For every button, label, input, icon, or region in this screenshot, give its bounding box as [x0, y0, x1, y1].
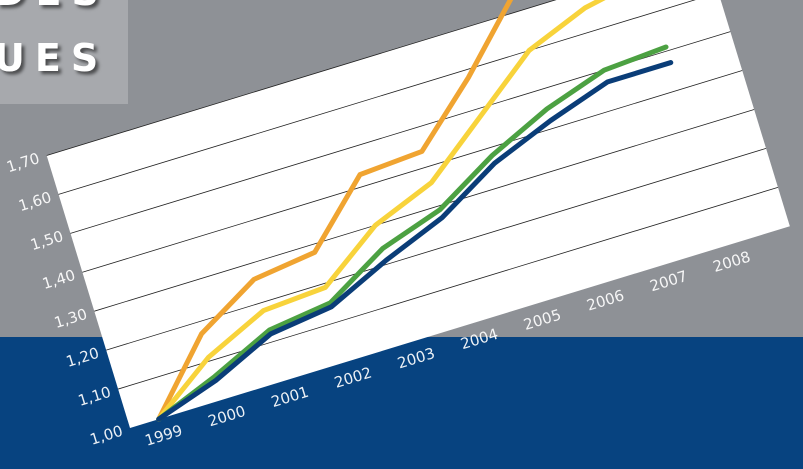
x-tick-label: 2004	[458, 325, 500, 353]
y-tick-label: 1,00	[88, 422, 125, 449]
y-tick-label: 1,50	[28, 227, 65, 254]
series-line-3	[156, 44, 669, 422]
x-tick-label: 2003	[395, 344, 437, 372]
x-tick-label: 2008	[711, 248, 753, 276]
title-panel: DES UES	[0, 0, 128, 104]
series-line-1	[156, 0, 624, 422]
series-line-4	[156, 60, 674, 422]
gridline	[82, 70, 743, 273]
y-tick-label: 1,10	[76, 383, 113, 410]
x-tick-label: 2006	[585, 286, 627, 314]
y-tick-labels: 1,00 1,10 1,20 1,30 1,40 1,50 1,60 1,70	[4, 149, 125, 449]
x-tick-label: 2005	[521, 306, 563, 334]
y-tick-label: 1,60	[16, 188, 53, 215]
y-tick-label: 1,40	[40, 266, 77, 293]
x-tick-label: 1999	[143, 421, 185, 449]
series-lines	[156, 0, 674, 422]
y-tick-label: 1,30	[52, 305, 89, 332]
x-tick-label: 2007	[648, 267, 690, 295]
title-line-top: DES	[0, 0, 109, 14]
y-tick-label: 1,20	[64, 344, 101, 371]
gridline	[117, 186, 779, 390]
title-line-main: UES	[0, 36, 109, 80]
gridline	[46, 0, 707, 156]
x-tick-label: 2001	[269, 383, 311, 411]
series-line-2	[156, 0, 648, 422]
gridline	[94, 109, 755, 312]
x-tick-label: 2002	[332, 363, 374, 391]
x-tick-label: 2000	[206, 402, 248, 430]
y-tick-label: 1,70	[4, 149, 41, 176]
gridline	[58, 0, 719, 195]
